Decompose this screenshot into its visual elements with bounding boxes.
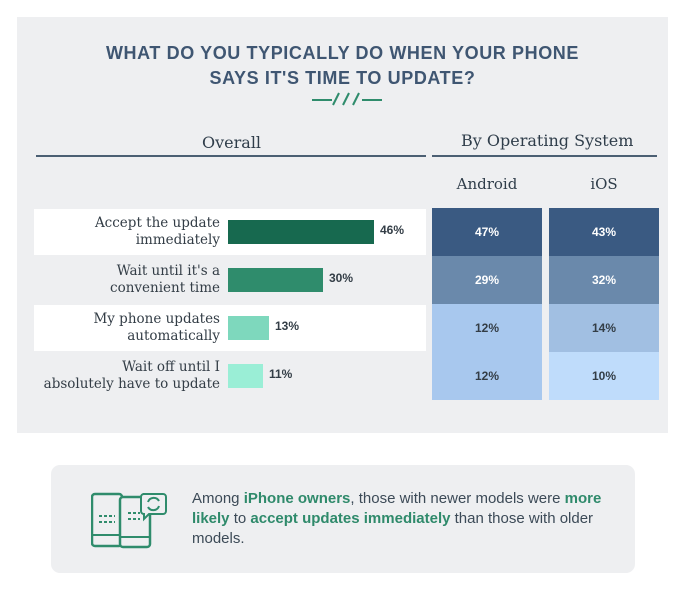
category-label-line: immediately xyxy=(135,232,220,248)
bar xyxy=(228,316,269,340)
android-cell: 12% xyxy=(432,352,542,400)
title-line-1: WHAT DO YOU TYPICALLY DO WHEN YOUR PHONE xyxy=(105,43,580,63)
overall-header: Overall xyxy=(202,133,262,152)
category-label: Accept the update immediately xyxy=(95,215,220,249)
bar xyxy=(228,268,323,292)
bar-value-label: 13% xyxy=(275,319,300,333)
os-header-rule xyxy=(432,155,657,157)
ios-column-header: iOS xyxy=(590,175,618,193)
category-label: Wait until it's a convenient time xyxy=(110,263,220,297)
bar-value-label: 30% xyxy=(329,271,354,285)
bar xyxy=(228,364,263,388)
category-label-line: convenient time xyxy=(110,280,220,296)
bar-value-label: 46% xyxy=(380,223,405,237)
ios-cell: 14% xyxy=(549,304,659,352)
android-cell: 12% xyxy=(432,304,542,352)
category-label-line: automatically xyxy=(127,328,220,344)
category-label: My phone updates automatically xyxy=(93,311,220,345)
category-label-line: Accept the update xyxy=(94,215,220,231)
insight-callout: Among iPhone owners, those with newer mo… xyxy=(51,465,635,573)
insight-text: Among iPhone owners, those with newer mo… xyxy=(192,490,602,547)
android-cell: 29% xyxy=(432,256,542,304)
ios-cell: 32% xyxy=(549,256,659,304)
ios-cell: 10% xyxy=(549,352,659,400)
chart-title: WHAT DO YOU TYPICALLY DO WHEN YOUR PHONE… xyxy=(0,41,685,91)
chart-row: Accept the update immediately 46% xyxy=(34,209,426,255)
os-header: By Operating System xyxy=(461,131,634,150)
chart-row: Wait until it's a convenient time 30% xyxy=(34,257,426,303)
ios-cell: 43% xyxy=(549,208,659,256)
overall-header-rule xyxy=(36,155,426,157)
phone-update-icon xyxy=(91,492,167,549)
title-divider-icon xyxy=(312,92,382,106)
bar-value-label: 11% xyxy=(269,367,293,381)
bar xyxy=(228,220,374,244)
chart-row: My phone updates automatically 13% xyxy=(34,305,426,351)
category-label-line: My phone updates xyxy=(93,311,220,327)
category-label-line: absolutely have to update xyxy=(43,376,220,392)
android-column-header: Android xyxy=(456,175,518,193)
title-line-2: SAYS IT'S TIME TO UPDATE? xyxy=(209,68,476,88)
android-cell: 47% xyxy=(432,208,542,256)
category-label-line: Wait until it's a xyxy=(116,263,220,279)
category-label-line: Wait off until I xyxy=(122,359,220,375)
